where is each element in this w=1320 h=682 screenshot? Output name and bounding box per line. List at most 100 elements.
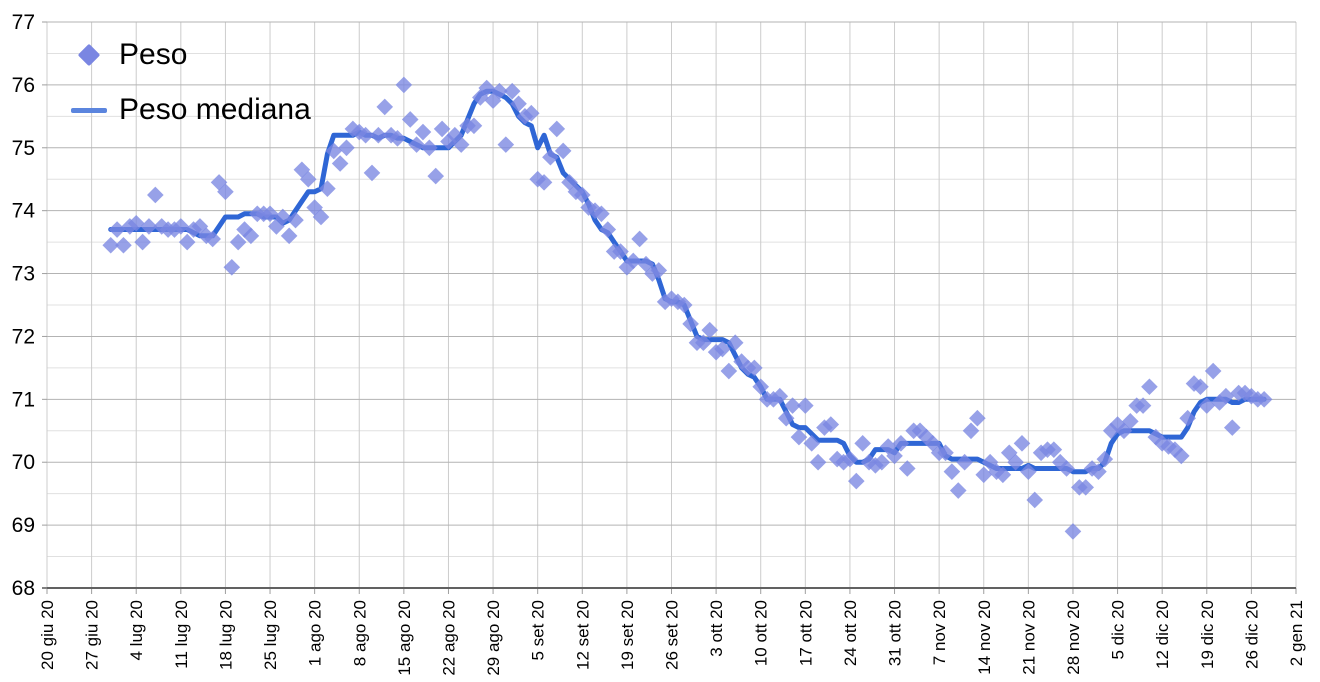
scatter-point [217,183,234,201]
y-axis-label: 71 [12,388,35,411]
scatter-point [108,221,126,238]
scatter-point [134,233,151,251]
scatter-point [777,409,795,427]
y-axis-label: 69 [12,514,35,537]
scatter-point [624,252,642,270]
scatter-point [548,120,566,138]
scatter-point [127,214,145,232]
x-axis-label: 7 nov 20 [930,600,949,665]
x-axis-label: 15 ago 20 [395,600,414,676]
scatter-point [848,472,865,490]
scatter-point [1045,441,1063,458]
scatter-point [395,76,413,94]
legend-item-peso: Peso [66,34,311,76]
scatter-point [1064,523,1082,540]
scatter-point [1236,384,1254,402]
scatter-point [790,428,808,446]
scatter-point [822,416,840,433]
scatter-point [376,98,394,116]
scatter-point [956,453,973,471]
x-axis-label: 2 gen 21 [1287,600,1306,666]
scatter-point [554,142,572,160]
scatter-point [363,164,381,182]
scatter-point [452,136,470,153]
x-axis-label: 25 lug 20 [261,600,280,670]
scatter-point [102,236,120,254]
scatter-point [223,258,241,276]
scatter-point [523,104,540,122]
scatter-point [803,435,820,452]
scatter-point [389,130,406,147]
x-axis-label: 26 set 20 [663,600,682,670]
scatter-point [408,136,425,153]
scatter-point [357,126,374,144]
scatter-point [701,321,719,339]
scatter-point [1013,435,1031,452]
scatter-point [1217,387,1235,405]
scatter-point [599,221,617,238]
scatter-point [287,211,304,229]
legend-label-peso-mediana: Peso mediana [119,93,311,126]
legend-label-peso: Peso [119,38,188,71]
y-axis-ticks [42,21,47,589]
scatter-point [943,463,961,480]
scatter-point [720,362,738,380]
y-axis-label: 74 [12,200,36,223]
scatter-point [1192,378,1209,396]
scatter-point [178,233,196,251]
y-axis-label: 77 [12,11,35,34]
scatter-point [854,435,871,452]
scatter-point [465,117,483,135]
scatter-point [306,199,323,216]
scatter-point [682,315,699,333]
scatter-point [669,293,687,311]
scatter-point [166,221,183,238]
scatter-point [988,463,1005,480]
scatter-point [312,208,330,226]
scatter-point [242,227,260,245]
x-axis-label: 5 set 20 [529,600,548,661]
vertical-gridlines [46,22,1297,594]
scatter-point [1058,460,1075,477]
scatter-point [497,136,515,153]
scatter-point [299,170,317,188]
scatter-point [1166,441,1184,458]
x-axis-label: 11 lug 20 [172,600,191,669]
scatter-point [771,387,789,405]
scatter-point [593,205,610,223]
scatter-point [503,82,521,100]
scatter-point [382,126,400,144]
scatter-point [325,142,343,160]
scatter-point [1020,463,1037,480]
scatter-point [650,262,668,279]
scatter-point [319,180,336,197]
chart-legend: Peso Peso mediana [66,34,311,131]
scatter-point [918,428,935,446]
x-axis-label: 19 set 20 [618,600,637,670]
x-axis-label: 28 nov 20 [1064,600,1083,675]
x-axis-label: 17 ott 20 [796,600,815,666]
scatter-point [797,397,814,414]
scatter-point [198,227,215,245]
scatter-point [427,167,445,185]
y-axis-label: 72 [12,325,35,348]
scatter-point [580,199,597,216]
scatter-point [1223,419,1241,436]
scatter-point [969,409,986,427]
scatter-point [695,334,712,352]
scatter-point [1255,391,1273,408]
x-axis-label: 24 ott 20 [841,600,860,666]
scatter-series [102,76,1273,540]
scatter-point [478,79,495,97]
scatter-point [274,208,292,226]
scatter-point [981,453,999,471]
scatter-point [752,378,770,396]
scatter-point [1122,413,1139,430]
scatter-point [994,466,1012,484]
scatter-point [841,450,859,468]
scatter-point [280,227,298,245]
scatter-point [898,460,916,477]
scatter-point [433,120,451,138]
scatter-point [886,447,903,465]
